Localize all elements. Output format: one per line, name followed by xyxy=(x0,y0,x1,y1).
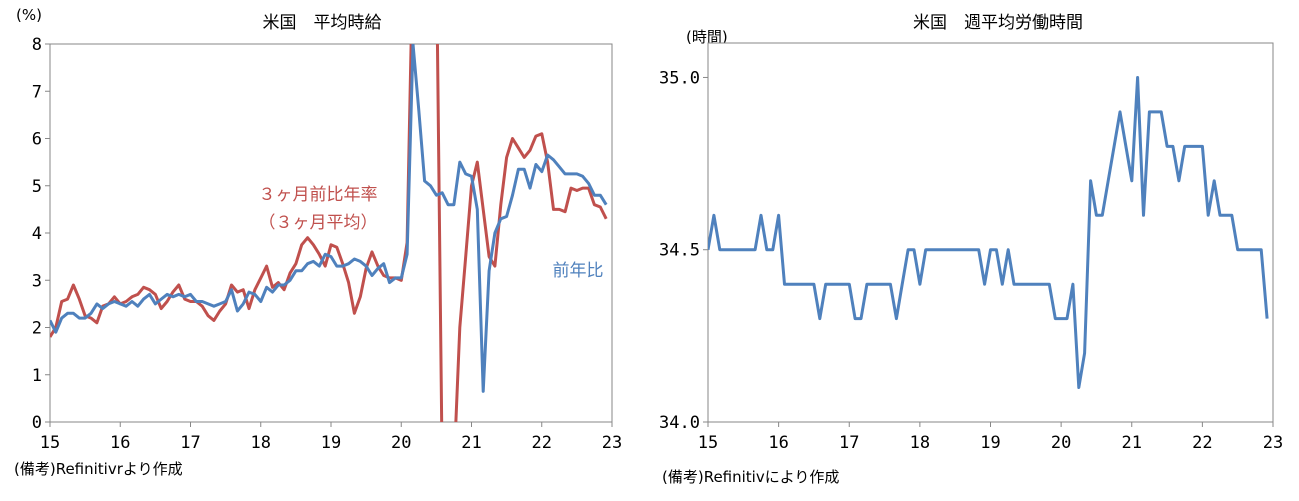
x-tick-label: 15 xyxy=(698,433,718,453)
x-tick-label: 18 xyxy=(910,433,930,453)
x-tick-label: 17 xyxy=(180,433,200,453)
x-tick-label: 22 xyxy=(532,433,552,453)
right-chart-note: (備考)Refinitivにより作成 xyxy=(662,468,839,486)
left-plot-area xyxy=(49,43,613,423)
x-tick-label: 19 xyxy=(321,433,341,453)
y-tick-label: 35.0 xyxy=(659,68,700,88)
left-series1-label-line2: （３ヶ月平均） xyxy=(259,213,378,233)
left-chart-y-unit-label: (%) xyxy=(16,6,42,24)
x-tick-label: 16 xyxy=(768,433,788,453)
x-tick-label: 20 xyxy=(391,433,411,453)
y-tick-label: 7 xyxy=(32,82,42,102)
y-tick-label: 8 xyxy=(32,35,42,55)
series-line-1 xyxy=(708,76,1269,389)
left-series1-label-line1: ３ヶ月前比年率 xyxy=(259,185,378,205)
y-tick-label: 34.0 xyxy=(659,413,700,433)
right-chart-y-unit-label: (時間) xyxy=(686,28,728,46)
x-tick-label: 20 xyxy=(1051,433,1071,453)
x-tick-label: 18 xyxy=(251,433,271,453)
left-chart-title: 米国 平均時給 xyxy=(263,13,382,33)
x-tick-label: 17 xyxy=(839,433,859,453)
x-tick-label: 21 xyxy=(461,433,481,453)
x-tick-label: 16 xyxy=(110,433,130,453)
y-tick-label: 34.5 xyxy=(659,241,700,261)
y-tick-label: 2 xyxy=(32,319,42,339)
x-tick-label: 15 xyxy=(40,433,60,453)
y-tick-label: 4 xyxy=(32,224,42,244)
y-tick-label: 6 xyxy=(32,130,42,150)
y-tick-label: 1 xyxy=(32,366,42,386)
x-tick-label: 23 xyxy=(1263,433,1283,453)
y-tick-label: 5 xyxy=(32,177,42,197)
y-tick-label: 0 xyxy=(32,413,42,433)
left-series2-label: 前年比 xyxy=(553,261,604,281)
y-tick-label: 3 xyxy=(32,271,42,291)
x-tick-label: 22 xyxy=(1192,433,1212,453)
x-tick-label: 21 xyxy=(1122,433,1142,453)
left-chart-note: (備考)Refinitivrより作成 xyxy=(14,460,183,478)
series-line-2 xyxy=(50,44,608,393)
right-plot-area xyxy=(707,42,1274,423)
right-chart: 米国 週平均労働時間 (時間) 34.0 34.5 35.0 15 16 17 18 19 2… xyxy=(659,13,1283,486)
right-chart-title: 米国 週平均労働時間 xyxy=(913,13,1083,33)
x-tick-label: 19 xyxy=(980,433,1000,453)
x-tick-label: 23 xyxy=(602,433,622,453)
